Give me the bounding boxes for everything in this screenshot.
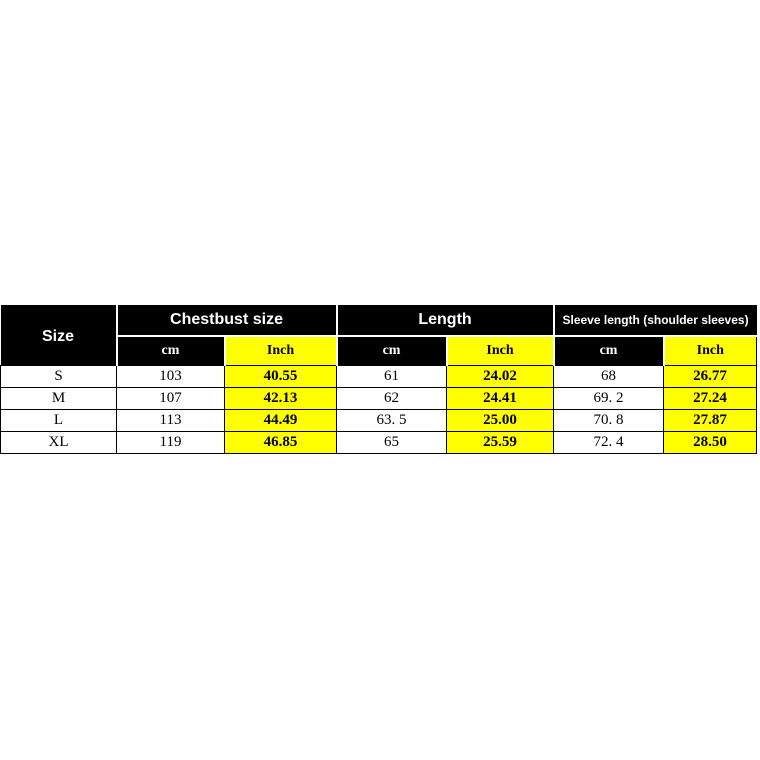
header-sub-row: cm Inch cm Inch cm Inch xyxy=(1,336,758,366)
length-cm-cell: 65 xyxy=(336,431,448,454)
chest-inch-cell: 42.13 xyxy=(223,387,338,410)
chestbust-cm-header: cm xyxy=(115,336,225,366)
length-cm-header: cm xyxy=(335,336,447,366)
size-label-cell: L xyxy=(0,409,117,432)
chestbust-group-header: Chestbust size xyxy=(115,305,337,337)
chest-cm-cell: 107 xyxy=(116,387,225,410)
sleeve-inch-header: Inch xyxy=(662,336,758,366)
header-group-row: Size Chestbust size Length Sleeve length… xyxy=(0,305,757,366)
sleeve-inch-cell: 27.24 xyxy=(663,387,758,410)
size-corner-header: Size xyxy=(0,305,117,366)
length-inch-header: Inch xyxy=(445,336,554,366)
table-row-xl: XL 119 46.85 65 25.59 72. 4 28.50 xyxy=(0,431,758,454)
chest-inch-cell: 46.85 xyxy=(223,431,338,454)
size-label-cell: S xyxy=(0,365,117,388)
length-inch-cell: 25.59 xyxy=(446,431,555,454)
sleeve-cm-cell: 68 xyxy=(553,365,665,388)
chest-inch-cell: 40.55 xyxy=(223,365,338,388)
chest-inch-cell: 44.49 xyxy=(223,409,338,432)
sleeve-cm-cell: 70. 8 xyxy=(553,409,665,432)
sleeve-inch-cell: 27.87 xyxy=(663,409,758,432)
chest-cm-cell: 113 xyxy=(116,409,225,432)
table-row-l: L 113 44.49 63. 5 25.00 70. 8 27.87 xyxy=(0,409,758,432)
length-cm-cell: 63. 5 xyxy=(336,409,448,432)
length-inch-cell: 24.41 xyxy=(446,387,555,410)
chest-cm-cell: 119 xyxy=(116,431,225,454)
length-inch-cell: 24.02 xyxy=(446,365,555,388)
length-group-header: Length xyxy=(335,305,554,337)
length-cm-cell: 61 xyxy=(336,365,448,388)
size-label-cell: M xyxy=(0,387,117,410)
length-cm-cell: 62 xyxy=(336,387,448,410)
sleeve-cm-header: cm xyxy=(552,336,664,366)
size-label-cell: XL xyxy=(0,431,117,454)
sleeve-cm-cell: 72. 4 xyxy=(553,431,665,454)
sleeve-inch-cell: 28.50 xyxy=(663,431,758,454)
size-chart-container: Size Chestbust size Length Sleeve length… xyxy=(0,305,758,454)
table-row-s: S 103 40.55 61 24.02 68 26.77 xyxy=(0,365,758,388)
size-chart-table: Size Chestbust size Length Sleeve length… xyxy=(0,305,758,454)
length-inch-cell: 25.00 xyxy=(446,409,555,432)
chest-cm-cell: 103 xyxy=(116,365,225,388)
sleeve-inch-cell: 26.77 xyxy=(663,365,758,388)
sleeve-group-header: Sleeve length (shoulder sleeves) xyxy=(552,305,757,337)
sleeve-cm-cell: 69. 2 xyxy=(553,387,665,410)
chestbust-inch-header: Inch xyxy=(223,336,337,366)
table-row-m: M 107 42.13 62 24.41 69. 2 27.24 xyxy=(0,387,758,410)
